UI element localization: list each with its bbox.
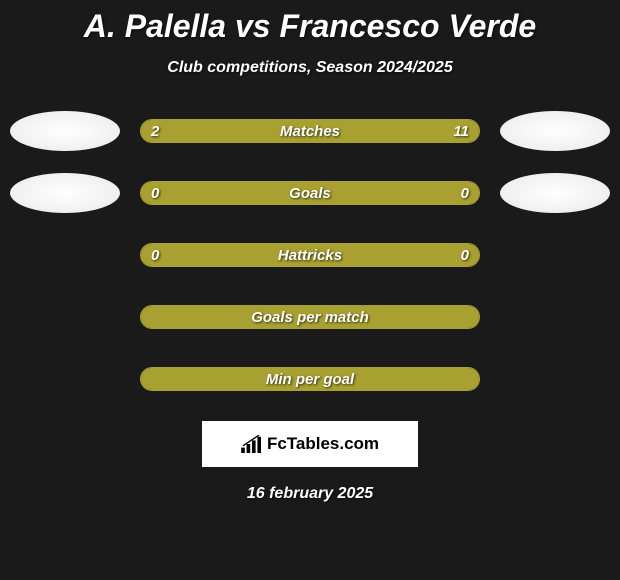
stat-bar: 211Matches xyxy=(140,119,480,143)
stat-row: Min per goal xyxy=(0,359,620,399)
avatar-spacer xyxy=(10,235,120,275)
stats-rows: 211Matches 00Goals 00Hattricks Goals per ma… xyxy=(0,111,620,399)
chart-icon xyxy=(241,435,263,453)
player-avatar-left xyxy=(10,111,120,151)
avatar-spacer xyxy=(10,359,120,399)
subtitle: Club competitions, Season 2024/2025 xyxy=(0,59,620,77)
avatar-spacer xyxy=(10,297,120,337)
avatar-spacer xyxy=(500,235,610,275)
stat-row: 211Matches xyxy=(0,111,620,151)
stat-bar: Goals per match xyxy=(140,305,480,329)
date-label: 16 february 2025 xyxy=(0,485,620,503)
stat-row: 00Goals xyxy=(0,173,620,213)
stat-bar: 00Goals xyxy=(140,181,480,205)
avatar-spacer xyxy=(500,359,610,399)
stat-row: Goals per match xyxy=(0,297,620,337)
stat-label: Min per goal xyxy=(141,368,479,390)
stat-row: 00Hattricks xyxy=(0,235,620,275)
logo-box: FcTables.com xyxy=(202,421,418,467)
stat-label: Goals xyxy=(141,182,479,204)
stat-bar: Min per goal xyxy=(140,367,480,391)
stat-label: Hattricks xyxy=(141,244,479,266)
player-avatar-left xyxy=(10,173,120,213)
stat-bar: 00Hattricks xyxy=(140,243,480,267)
avatar-spacer xyxy=(500,297,610,337)
stat-label: Matches xyxy=(141,120,479,142)
page-title: A. Palella vs Francesco Verde xyxy=(0,8,620,45)
stat-label: Goals per match xyxy=(141,306,479,328)
comparison-widget: A. Palella vs Francesco Verde Club compe… xyxy=(0,0,620,503)
player-avatar-right xyxy=(500,111,610,151)
player-avatar-right xyxy=(500,173,610,213)
logo-text: FcTables.com xyxy=(267,434,379,454)
